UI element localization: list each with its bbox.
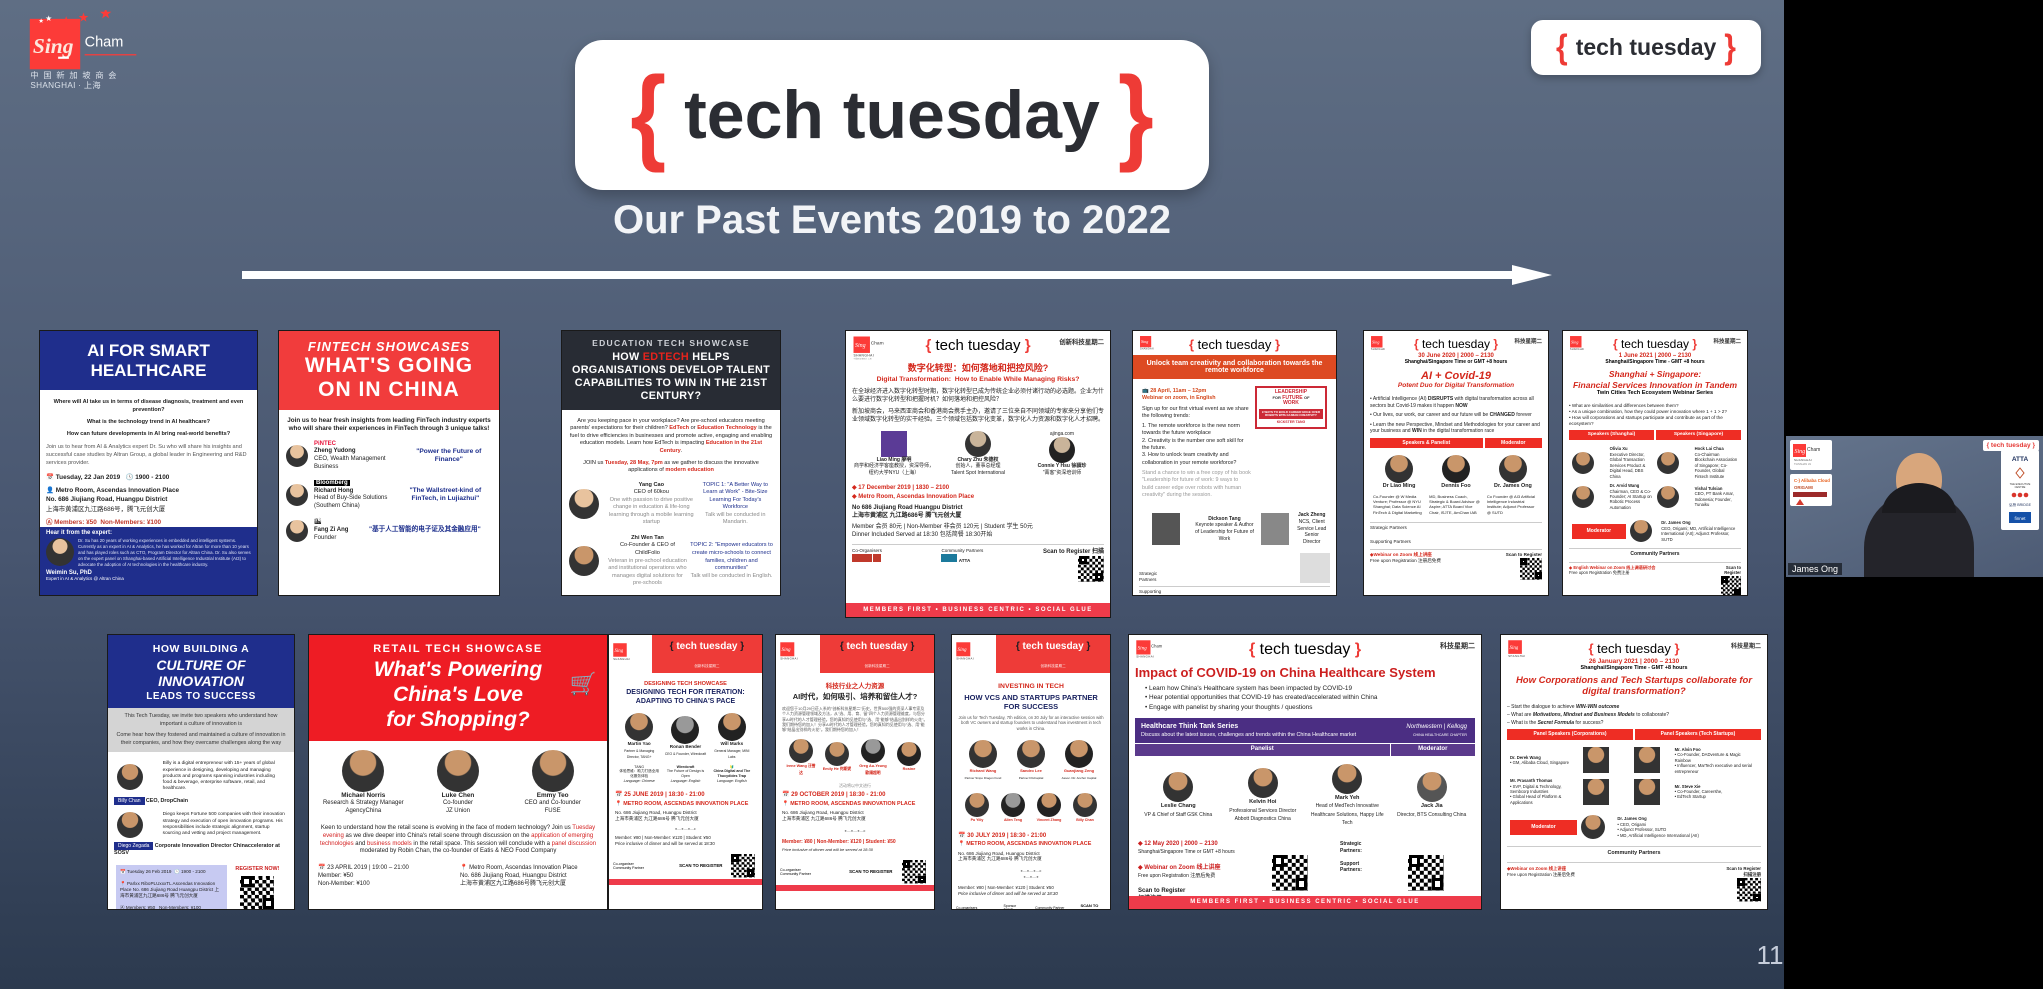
svg-text:Sing: Sing — [1138, 645, 1148, 651]
svg-text:Sing: Sing — [782, 647, 791, 653]
svg-text:SHANGHAI: SHANGHAI — [1570, 348, 1584, 351]
svg-text:Sing: Sing — [1141, 339, 1148, 344]
svg-text:SHANGHAI: SHANGHAI — [1371, 348, 1385, 351]
svg-text:SHANGHAI: SHANGHAI — [613, 657, 630, 661]
svg-text:Sing: Sing — [1571, 339, 1578, 344]
svg-text:Cham: Cham — [1151, 643, 1163, 648]
svg-text:Cham: Cham — [871, 341, 884, 347]
svg-text:SHANGHAI: SHANGHAI — [956, 657, 974, 661]
svg-text:Sing: Sing — [614, 649, 623, 654]
svg-text:Sing: Sing — [958, 647, 967, 653]
svg-text:SHANGHAI: SHANGHAI — [1140, 348, 1154, 351]
svg-text:Sing: Sing — [855, 343, 866, 349]
svg-text:SHANGHAI: SHANGHAI — [1508, 654, 1525, 658]
svg-text:Sing: Sing — [1372, 339, 1379, 344]
svg-text:SHANGHAI: SHANGHAI — [780, 657, 798, 661]
svg-text:Sing: Sing — [1509, 646, 1518, 651]
